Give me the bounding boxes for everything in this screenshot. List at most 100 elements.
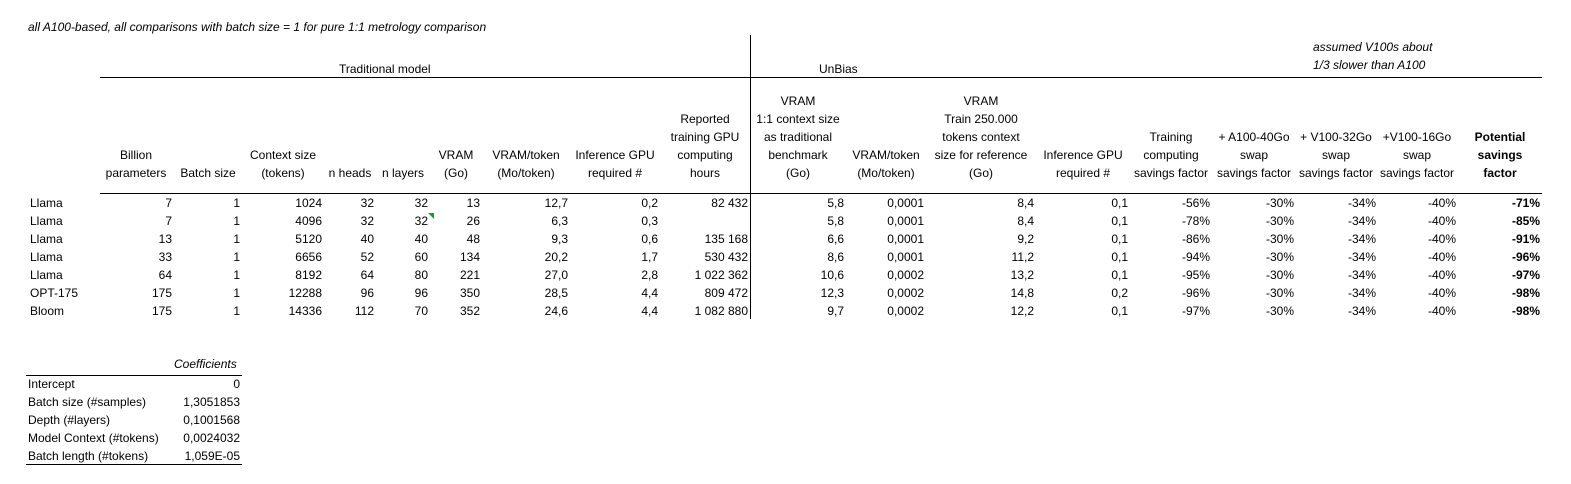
cell-a100-40go-swap: -30% bbox=[1265, 214, 1294, 228]
header-line: swap bbox=[1402, 148, 1431, 162]
header-line: VRAM/token bbox=[492, 148, 560, 162]
group-traditional-model: Traditional model bbox=[339, 62, 431, 76]
cell-unbias-vram-250k: 11,2 bbox=[1011, 250, 1034, 264]
cell-inference-gpu: 2,8 bbox=[641, 268, 658, 282]
cell-unbias-vram-per-token: 0,0001 bbox=[887, 214, 924, 228]
cell-billion-parameters: 64 bbox=[158, 268, 172, 282]
header-line: (tokens) bbox=[261, 166, 305, 180]
cell-training-gpu-hours: 82 432 bbox=[711, 196, 748, 210]
cell-v100-32go-swap: -34% bbox=[1347, 268, 1376, 282]
cell-batch-size: 1 bbox=[233, 196, 240, 210]
cell-potential-savings: -71% bbox=[1511, 196, 1540, 210]
cell-billion-parameters: 13 bbox=[158, 232, 172, 246]
coefficients-row: Batch size (#samples) 1,3051853 bbox=[26, 393, 242, 411]
header-line: savings factor bbox=[1379, 166, 1455, 180]
cell-billion-parameters: 175 bbox=[151, 304, 172, 318]
cell-unbias-vram: 8,6 bbox=[827, 250, 844, 264]
coefficients-row: Batch length (#tokens) 1,059E-05 bbox=[26, 447, 242, 465]
coefficient-label: Intercept bbox=[28, 377, 75, 391]
header-line: Training bbox=[1149, 130, 1193, 144]
cell-training-savings: -94% bbox=[1181, 250, 1210, 264]
cell-v100-32go-swap: -34% bbox=[1347, 304, 1376, 318]
header-line: VRAM bbox=[780, 94, 816, 108]
table-note: all A100-based, all comparisons with bat… bbox=[28, 20, 487, 34]
cell-unbias-vram: 10,6 bbox=[820, 268, 844, 282]
cell-n-heads: 112 bbox=[354, 304, 374, 318]
header-line: + V100-32Go bbox=[1300, 130, 1372, 144]
cell-model: Llama bbox=[30, 214, 63, 228]
table-row: Llama 7 1 4096 32 32 26 6,3 0,3 5,8 0,0001 8,4 0,1 -7… bbox=[30, 212, 1550, 230]
coefficients-bottom-rule bbox=[26, 464, 242, 465]
cell-context-size: 14336 bbox=[288, 304, 322, 318]
comment-flag-icon[interactable] bbox=[428, 213, 434, 219]
cell-unbias-vram-250k: 8,4 bbox=[1017, 214, 1034, 228]
cell-billion-parameters: 7 bbox=[165, 196, 172, 210]
cell-unbias-vram: 5,8 bbox=[827, 214, 844, 228]
cell-vram: 221 bbox=[459, 268, 480, 282]
cell-context-size: 6656 bbox=[295, 250, 322, 264]
section-divider bbox=[750, 35, 751, 319]
cell-billion-parameters: 175 bbox=[151, 286, 172, 300]
header-line: n layers bbox=[381, 166, 425, 180]
cell-unbias-vram-250k: 12,2 bbox=[1010, 304, 1034, 318]
cell-unbias-inference-gpu: 0,2 bbox=[1111, 286, 1128, 300]
cell-training-savings: -86% bbox=[1181, 232, 1210, 246]
header-line: computing bbox=[1143, 148, 1199, 162]
cell-training-gpu-hours: 530 432 bbox=[704, 250, 748, 264]
header-line: (Go) bbox=[969, 166, 993, 180]
coefficient-value: 1,059E-05 bbox=[184, 449, 240, 463]
cell-training-savings: -97% bbox=[1181, 304, 1210, 318]
header-line: Reported bbox=[680, 112, 730, 126]
header-line: VRAM bbox=[963, 94, 999, 108]
cell-unbias-vram-per-token: 0,0002 bbox=[887, 304, 924, 318]
header-line: tokens context bbox=[942, 130, 1020, 144]
cell-n-heads: 64 bbox=[360, 268, 374, 282]
cell-vram-per-token: 28,5 bbox=[544, 286, 568, 300]
cell-n-heads: 52 bbox=[360, 250, 374, 264]
header-line: + A100-40Go bbox=[1218, 130, 1290, 144]
coefficient-label: Batch length (#tokens) bbox=[28, 449, 149, 463]
cell-n-layers: 60 bbox=[414, 250, 428, 264]
header-n-layers: n layers bbox=[378, 80, 428, 182]
header-training-savings: Training computing savings factor bbox=[1132, 80, 1210, 182]
header-line: Batch size bbox=[180, 166, 236, 180]
cell-n-layers: 80 bbox=[414, 268, 428, 282]
cell-a100-40go-swap: -30% bbox=[1265, 304, 1294, 318]
header-line: parameters bbox=[105, 166, 167, 180]
header-inference-gpu: Inference GPU required # bbox=[572, 80, 658, 182]
column-header-rule bbox=[100, 193, 1542, 194]
cell-v100-16go-swap: -40% bbox=[1427, 304, 1456, 318]
table-row: OPT-175 175 1 12288 96 96 350 28,5 4,4 809 472 12,… bbox=[30, 284, 1550, 302]
cell-v100-16go-swap: -40% bbox=[1427, 196, 1456, 210]
cell-v100-16go-swap: -40% bbox=[1427, 268, 1456, 282]
cell-a100-40go-swap: -30% bbox=[1265, 268, 1294, 282]
header-line: swap bbox=[1239, 148, 1268, 162]
cell-unbias-vram-per-token: 0,0001 bbox=[887, 250, 924, 264]
cell-training-savings: -56% bbox=[1181, 196, 1210, 210]
cell-potential-savings: -85% bbox=[1511, 214, 1540, 228]
header-line: factor bbox=[1483, 166, 1517, 180]
coefficient-value: 0,0024032 bbox=[183, 431, 240, 445]
header-line: benchmark bbox=[768, 148, 828, 162]
coefficients-header: Coefficients bbox=[174, 357, 237, 371]
cell-vram: 13 bbox=[466, 196, 480, 210]
cell-model: Llama bbox=[30, 250, 63, 264]
cell-vram: 352 bbox=[459, 304, 480, 318]
assumed-line-1: assumed V100s about bbox=[1313, 40, 1433, 54]
cell-training-gpu-hours: 1 082 880 bbox=[694, 304, 748, 318]
cell-context-size: 5120 bbox=[295, 232, 322, 246]
header-line: savings factor bbox=[1133, 166, 1209, 180]
header-line: size for reference bbox=[934, 148, 1028, 162]
cell-billion-parameters: 7 bbox=[165, 214, 172, 228]
cell-unbias-vram: 6,6 bbox=[827, 232, 844, 246]
header-vram-per-token: VRAM/token (Mo/token) bbox=[484, 80, 568, 182]
cell-vram-per-token: 27,0 bbox=[544, 268, 568, 282]
header-line: Billion bbox=[119, 148, 152, 162]
cell-training-savings: -95% bbox=[1181, 268, 1210, 282]
header-vram: VRAM (Go) bbox=[432, 80, 480, 182]
coefficient-label: Batch size (#samples) bbox=[28, 395, 147, 409]
header-line: required # bbox=[587, 166, 643, 180]
cell-unbias-inference-gpu: 0,1 bbox=[1111, 214, 1128, 228]
header-line: Context size bbox=[249, 148, 317, 162]
header-unbias-vram-250k: VRAM Train 250.000 tokens context size for … bbox=[928, 80, 1034, 182]
